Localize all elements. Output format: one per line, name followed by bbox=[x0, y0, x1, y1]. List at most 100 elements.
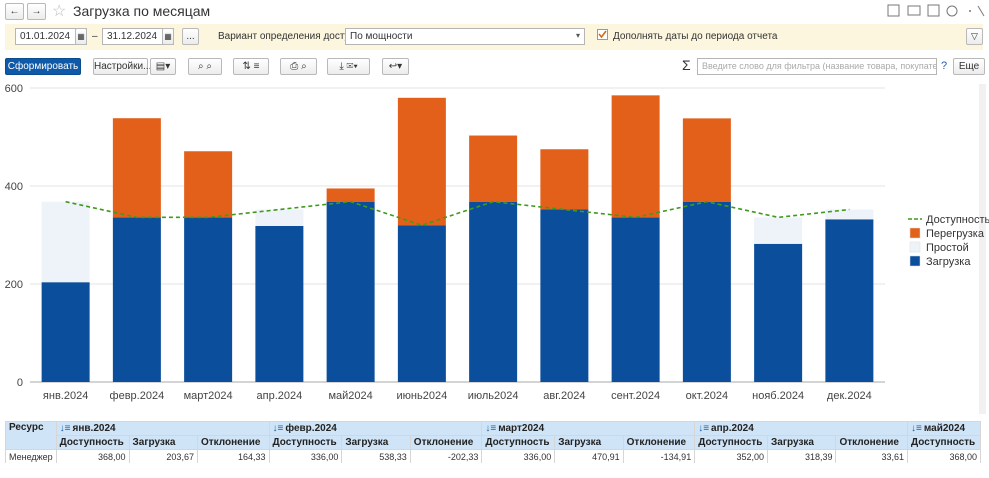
y-tick-label: 200 bbox=[5, 279, 23, 291]
month-label: май2024 bbox=[924, 423, 965, 434]
month-label: янв.2024 bbox=[73, 423, 116, 434]
legend-label: Перегрузка bbox=[926, 228, 985, 240]
settings-button[interactable]: Настройки... bbox=[93, 58, 148, 75]
column-header: Доступность bbox=[56, 436, 129, 450]
export-buttons[interactable]: ⤓ ✉▾ bbox=[327, 58, 370, 75]
legend-swatch bbox=[910, 256, 920, 266]
cell: 538,33 bbox=[342, 450, 410, 464]
column-header: Отклонение bbox=[836, 436, 908, 450]
x-tick-label: авг.2024 bbox=[543, 390, 585, 402]
bar-segment bbox=[469, 202, 517, 382]
menu-icon[interactable] bbox=[969, 10, 971, 12]
link-icon[interactable] bbox=[947, 6, 957, 16]
bar-segment bbox=[184, 217, 232, 382]
month-header: ↓≡янв.2024 bbox=[56, 422, 269, 436]
legend-label: Простой bbox=[926, 242, 969, 254]
legend-label: Загрузка bbox=[926, 256, 971, 268]
checkbox-label: Дополнять даты до периода отчета bbox=[613, 31, 777, 42]
column-header: Загрузка bbox=[768, 436, 836, 450]
scrollbar bbox=[979, 84, 986, 414]
sort-buttons[interactable]: ⇅ ≡ bbox=[233, 58, 269, 75]
bar-segment bbox=[327, 188, 375, 201]
sort-icon: ↓≡ bbox=[273, 423, 284, 434]
x-tick-label: дек.2024 bbox=[827, 390, 872, 402]
bar-segment bbox=[42, 282, 90, 382]
save-icon[interactable] bbox=[888, 5, 899, 16]
calendar-button[interactable]: ▦ bbox=[75, 28, 87, 45]
bar-segment bbox=[540, 149, 588, 209]
sort-icon: ↓≡ bbox=[60, 423, 71, 434]
column-header: Загрузка bbox=[342, 436, 410, 450]
x-tick-label: июль2024 bbox=[468, 390, 519, 402]
legend-swatch bbox=[910, 242, 920, 252]
x-tick-label: янв.2024 bbox=[43, 390, 88, 402]
date-separator: – bbox=[92, 31, 98, 42]
x-tick-label: нояб.2024 bbox=[752, 390, 804, 402]
bar-segment bbox=[825, 219, 873, 382]
month-header: ↓≡май2024 bbox=[908, 422, 981, 436]
cell: 470,91 bbox=[555, 450, 623, 464]
x-tick-label: февр.2024 bbox=[110, 390, 165, 402]
close-icon[interactable] bbox=[978, 6, 984, 16]
cell: 368,00 bbox=[56, 450, 129, 464]
data-row: Менеджер368,00203,67164,33336,00538,33-2… bbox=[6, 450, 981, 464]
bar-segment bbox=[683, 202, 731, 382]
bar-segment bbox=[255, 226, 303, 382]
bar-segment bbox=[683, 118, 731, 201]
header-row: Ресурс↓≡янв.2024↓≡февр.2024↓≡март2024↓≡а… bbox=[6, 422, 981, 436]
print-icon[interactable] bbox=[908, 6, 920, 15]
x-tick-label: апр.2024 bbox=[257, 390, 303, 402]
column-header: Доступность bbox=[269, 436, 342, 450]
cell: 336,00 bbox=[269, 450, 342, 464]
bar-segment bbox=[612, 95, 660, 217]
column-header: Отклонение bbox=[197, 436, 269, 450]
search-input[interactable]: Введите слово для фильтра (название това… bbox=[697, 58, 937, 75]
help-link[interactable]: ? bbox=[941, 60, 947, 72]
legend-swatch bbox=[910, 228, 920, 238]
column-header: Загрузка bbox=[129, 436, 197, 450]
y-tick-label: 600 bbox=[5, 83, 23, 95]
generate-button[interactable]: Сформировать bbox=[5, 58, 81, 75]
cell: 164,33 bbox=[197, 450, 269, 464]
column-header: Отклонение bbox=[623, 436, 695, 450]
sort-icon: ↓≡ bbox=[698, 423, 709, 434]
month-label: апр.2024 bbox=[711, 423, 754, 434]
bar-segment bbox=[398, 225, 446, 382]
chart: 0200400600янв.2024февр.2024март2024апр.2… bbox=[0, 80, 989, 418]
calendar-button[interactable]: ▦ bbox=[162, 28, 174, 45]
cell: 368,00 bbox=[908, 450, 981, 464]
bar-segment bbox=[754, 244, 802, 382]
variants-button[interactable]: ▤▾ bbox=[150, 58, 176, 75]
undo-button[interactable]: ↩▾ bbox=[382, 58, 409, 75]
resource-header: Ресурс bbox=[6, 422, 57, 450]
edit-icon[interactable] bbox=[928, 5, 939, 16]
more-button[interactable]: Еще bbox=[953, 58, 985, 75]
bar-segment bbox=[825, 210, 873, 220]
column-header: Отклонение bbox=[410, 436, 482, 450]
period-button[interactable]: ... bbox=[182, 28, 199, 45]
dropdown-arrow[interactable]: ▾ bbox=[576, 31, 580, 40]
print-buttons[interactable]: ⎙ ⌕ bbox=[280, 58, 317, 75]
x-tick-label: май2024 bbox=[328, 390, 372, 402]
favorite-star[interactable]: ☆ bbox=[52, 1, 66, 21]
line-series bbox=[66, 202, 850, 226]
back-button[interactable]: ← bbox=[5, 3, 24, 20]
window-title: Загрузка по месяцам bbox=[73, 3, 210, 19]
variant-select[interactable]: По мощности bbox=[345, 28, 585, 45]
x-tick-label: окт.2024 bbox=[686, 390, 728, 402]
window-icons bbox=[885, 3, 985, 19]
search-buttons[interactable]: ⌕ ⌕ bbox=[188, 58, 222, 75]
sum-icon[interactable]: Σ bbox=[682, 57, 691, 73]
cell: 203,67 bbox=[129, 450, 197, 464]
checkbox[interactable] bbox=[597, 29, 609, 41]
cell: 336,00 bbox=[482, 450, 555, 464]
forward-button[interactable]: → bbox=[27, 3, 46, 20]
month-header: ↓≡февр.2024 bbox=[269, 422, 482, 436]
bar-segment bbox=[754, 217, 802, 243]
column-header: Доступность bbox=[695, 436, 768, 450]
filter-button[interactable]: ▽ bbox=[966, 28, 983, 45]
bar-segment bbox=[398, 98, 446, 225]
x-tick-label: сент.2024 bbox=[611, 390, 660, 402]
